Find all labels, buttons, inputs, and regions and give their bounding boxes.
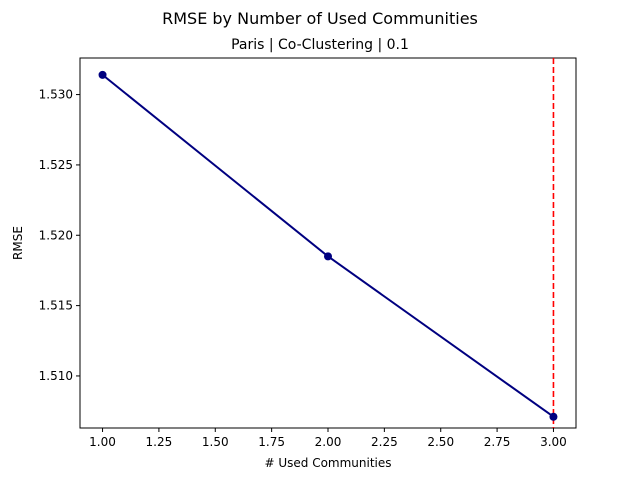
data-point <box>98 70 107 79</box>
y-axis-label: RMSE <box>11 226 25 260</box>
y-axis-ticks: 1.510 1.515 1.520 1.525 1.530 <box>39 88 80 383</box>
x-tick-label: 1.75 <box>258 435 285 449</box>
x-tick-label: 2.00 <box>315 435 342 449</box>
x-tick-label: 2.25 <box>371 435 398 449</box>
data-point <box>324 252 332 261</box>
x-axis-ticks: 1.00 1.25 1.50 1.75 2.00 2.25 2.50 2.75 3.00 <box>89 428 567 449</box>
data-point <box>549 412 558 421</box>
x-tick-label: 1.25 <box>146 435 173 449</box>
x-tick-label: 2.75 <box>484 435 511 449</box>
y-tick-label: 1.520 <box>39 228 73 242</box>
x-axis-label: # Used Communities <box>264 456 391 470</box>
x-tick-label: 1.50 <box>202 435 229 449</box>
x-tick-label: 3.00 <box>540 435 567 449</box>
y-tick-label: 1.510 <box>39 369 73 383</box>
y-tick-label: 1.525 <box>39 158 73 172</box>
plot-area <box>79 57 577 429</box>
x-tick-label: 1.00 <box>89 435 116 449</box>
series-line <box>101 74 555 418</box>
y-tick-label: 1.530 <box>39 88 73 102</box>
y-tick-label: 1.515 <box>39 299 73 313</box>
chart-subtitle: Paris | Co-Clustering | 0.1 <box>231 37 409 53</box>
x-tick-label: 2.50 <box>427 435 454 449</box>
series-group <box>98 70 558 421</box>
chart-title: RMSE by Number of Used Communities <box>162 9 478 28</box>
